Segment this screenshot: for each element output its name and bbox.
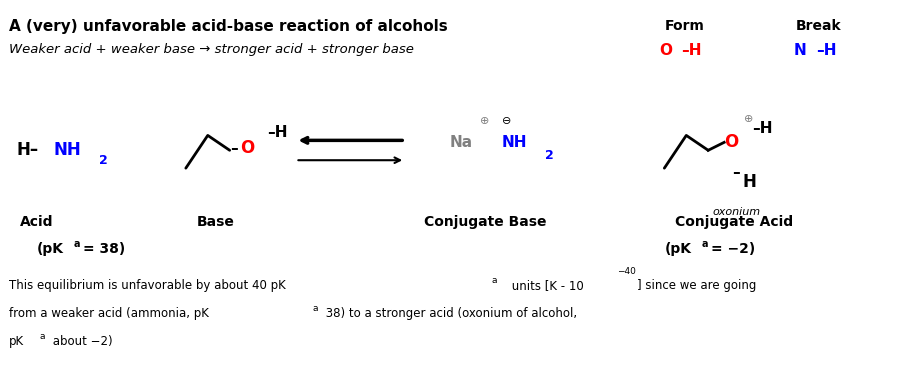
Text: −40: −40 [617, 268, 636, 276]
Text: O: O [239, 139, 254, 157]
Text: a: a [312, 304, 318, 313]
Text: a: a [492, 276, 498, 285]
Text: ⊕: ⊕ [480, 116, 490, 125]
Text: 2: 2 [544, 149, 554, 162]
Text: ⊖: ⊖ [502, 116, 511, 125]
Text: This equilibrium is unfavorable by about 40 pK: This equilibrium is unfavorable by about… [9, 279, 286, 292]
Text: A (very) unfavorable acid-base reaction of alcohols: A (very) unfavorable acid-base reaction … [9, 19, 448, 34]
Text: H: H [742, 173, 756, 191]
Text: ] since we are going: ] since we are going [637, 279, 757, 292]
Text: oxonium: oxonium [712, 207, 760, 217]
Text: NH: NH [502, 135, 527, 150]
Text: ⊕: ⊕ [744, 114, 753, 124]
Text: Na: Na [450, 135, 473, 150]
Text: Form: Form [664, 19, 704, 33]
Text: O: O [660, 43, 672, 58]
Text: = −2): = −2) [711, 242, 755, 256]
Text: (pK: (pK [664, 242, 691, 256]
Text: Conjugate Acid: Conjugate Acid [675, 215, 793, 229]
Text: O: O [724, 133, 738, 151]
Text: –H: –H [752, 121, 772, 136]
Text: –: – [230, 141, 238, 156]
Text: Weaker acid + weaker base → stronger acid + stronger base: Weaker acid + weaker base → stronger aci… [9, 43, 414, 56]
Text: about −2): about −2) [50, 335, 112, 348]
Text: = 38): = 38) [83, 242, 125, 256]
Text: N: N [794, 43, 806, 58]
Text: –H: –H [816, 43, 836, 58]
Text: a: a [73, 239, 80, 249]
Text: NH: NH [53, 141, 81, 159]
Text: a: a [701, 239, 707, 249]
Text: –: – [732, 165, 740, 180]
Text: pK: pK [9, 335, 24, 348]
Text: 2: 2 [99, 154, 108, 167]
Text: units [K - 10: units [K - 10 [508, 279, 583, 292]
Text: a: a [40, 332, 45, 341]
Text: from a weaker acid (ammonia, pK: from a weaker acid (ammonia, pK [9, 307, 209, 320]
Text: –H: –H [681, 43, 702, 58]
Text: H–: H– [16, 141, 39, 159]
Text: 38) to a stronger acid (oxonium of alcohol,: 38) to a stronger acid (oxonium of alcoh… [322, 307, 578, 320]
Text: Base: Base [197, 215, 235, 229]
Text: Break: Break [796, 19, 842, 33]
Text: Acid: Acid [20, 215, 53, 229]
Text: –H: –H [267, 125, 288, 140]
Text: (pK: (pK [36, 242, 63, 256]
Text: Conjugate Base: Conjugate Base [424, 215, 546, 229]
